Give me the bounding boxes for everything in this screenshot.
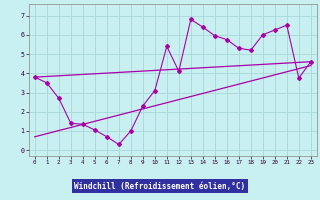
Text: Windchill (Refroidissement éolien,°C): Windchill (Refroidissement éolien,°C) (75, 182, 245, 190)
